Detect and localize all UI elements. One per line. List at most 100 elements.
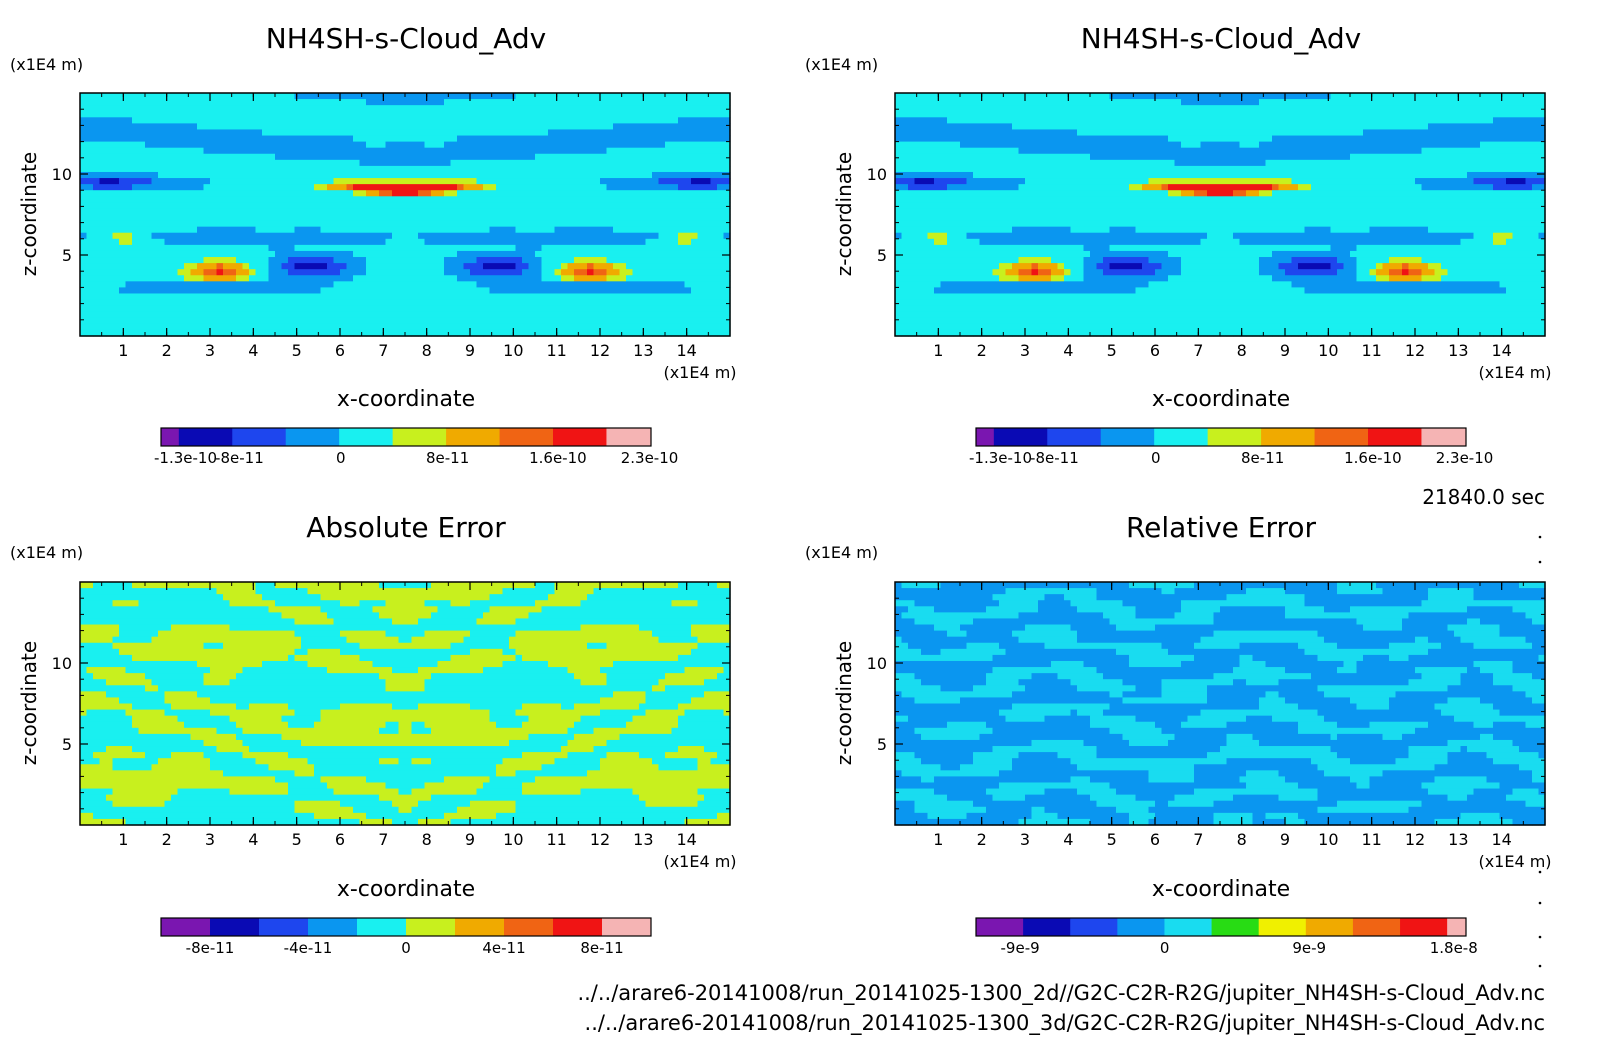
- contour-cell: [1012, 208, 1020, 216]
- contour-cell: [567, 299, 575, 307]
- contour-cell: [960, 159, 968, 167]
- contour-cell: [132, 99, 140, 106]
- contour-cell: [301, 305, 309, 313]
- contour-cell: [489, 153, 497, 161]
- contour-cell: [99, 93, 107, 100]
- contour-cell: [619, 257, 627, 264]
- contour-cell: [392, 129, 400, 137]
- contour-cell: [301, 214, 309, 222]
- contour-cell: [424, 257, 432, 264]
- contour-cell: [463, 196, 471, 203]
- contour-cell: [268, 99, 276, 106]
- contour-cell: [112, 323, 120, 331]
- contour-cell: [658, 263, 666, 270]
- contour-cell: [80, 202, 88, 210]
- contour-cell: [671, 305, 679, 313]
- contour-cell: [483, 105, 491, 112]
- contour-cell: [587, 202, 595, 210]
- contour-cell: [574, 184, 582, 191]
- contour-cell: [940, 190, 948, 197]
- contour-cell: [496, 323, 504, 331]
- contour-cell: [502, 196, 510, 203]
- contour-cell: [93, 153, 101, 161]
- contour-cell: [359, 196, 367, 203]
- contour-cell: [626, 141, 634, 149]
- contour-cell: [587, 232, 595, 240]
- contour-cell: [895, 311, 903, 319]
- contour-cell: [80, 299, 88, 307]
- contour-cell: [320, 214, 328, 222]
- contour-cell: [966, 244, 974, 252]
- contour-cell: [80, 269, 88, 276]
- contour-cell: [385, 129, 393, 137]
- contour-cell: [574, 123, 582, 131]
- contour-cell: [574, 299, 582, 307]
- contour-cell: [314, 250, 322, 258]
- contour-cell: [119, 147, 127, 155]
- contour-cell: [424, 196, 432, 203]
- contour-cell: [275, 129, 283, 137]
- contour-cell: [992, 117, 1000, 124]
- contour-cell: [444, 226, 452, 234]
- contour-cell: [184, 184, 192, 191]
- contour-cell: [921, 105, 929, 112]
- contour-cell: [457, 93, 465, 100]
- contour-cell: [437, 226, 445, 234]
- contour-cell: [275, 305, 283, 313]
- contour-cell: [960, 323, 968, 331]
- contour-cell: [112, 165, 120, 173]
- contour-cell: [723, 226, 731, 234]
- contour-cell: [255, 305, 263, 313]
- contour-cell: [953, 281, 961, 288]
- contour-cell: [723, 263, 731, 270]
- contour-cell: [960, 123, 968, 131]
- contour-cell: [385, 257, 393, 264]
- contour-cell: [934, 147, 942, 155]
- contour-cell: [457, 196, 465, 203]
- contour-cell: [999, 299, 1007, 307]
- contour-cell: [138, 263, 146, 270]
- contour-cell: [979, 305, 987, 313]
- contour-cell: [671, 117, 679, 124]
- contour-cell: [639, 147, 647, 155]
- contour-cell: [294, 202, 302, 210]
- contour-cell: [223, 244, 231, 252]
- contour-cell: [483, 238, 491, 246]
- contour-cell: [372, 220, 380, 228]
- contour-cell: [606, 129, 614, 137]
- contour-cell: [99, 257, 107, 264]
- contour-cell: [522, 263, 530, 270]
- contour-cell: [665, 171, 673, 179]
- contour-cell: [639, 275, 647, 282]
- contour-cell: [372, 250, 380, 258]
- contour-cell: [1012, 257, 1020, 264]
- contour-cell: [541, 105, 549, 112]
- contour-cell: [548, 238, 556, 246]
- contour-cell: [723, 232, 731, 240]
- contour-cell: [953, 165, 961, 173]
- contour-cell: [372, 190, 380, 197]
- contour-cell: [418, 287, 426, 295]
- contour-cell: [489, 129, 497, 137]
- contour-cell: [999, 323, 1007, 331]
- contour-cell: [652, 93, 660, 100]
- contour-cell: [320, 257, 328, 264]
- contour-cell: [502, 105, 510, 112]
- contour-cell: [385, 208, 393, 216]
- contour-cell: [229, 165, 237, 173]
- contour-cell: [914, 220, 922, 228]
- contour-cell: [973, 141, 981, 149]
- contour-cell: [1018, 214, 1026, 222]
- contour-cell: [294, 165, 302, 173]
- contour-cell: [476, 93, 484, 100]
- contour-cell: [457, 159, 465, 167]
- contour-cell: [960, 129, 968, 137]
- contour-cell: [418, 293, 426, 301]
- contour-cell: [307, 329, 315, 337]
- contour-cell: [515, 244, 523, 252]
- contour-cell: [704, 269, 712, 276]
- contour-cell: [431, 329, 439, 337]
- contour-cell: [203, 299, 211, 307]
- contour-cell: [652, 305, 660, 313]
- contour-cell: [535, 329, 543, 337]
